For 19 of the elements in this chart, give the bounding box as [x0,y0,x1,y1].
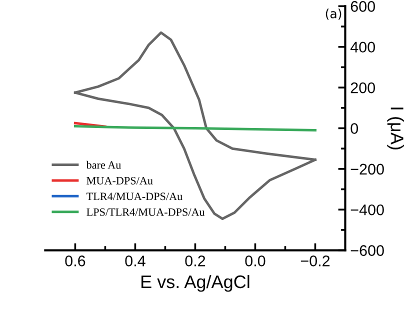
y-tick-label: 0 [350,123,358,134]
x-tick-label: −0.2 [300,256,330,266]
y-tick-label: 200 [350,82,375,94]
y-tick-label: −200 [350,164,384,175]
x-axis-title: E vs. Ag/AgCl [142,274,250,292]
legend-label: LPS/TLR4/MUA-DPS/Au [86,208,205,216]
y-tick-label: −400 [350,204,384,216]
legend-label: TLR4/MUA-DPS/Au [86,192,182,200]
y-tick-label: 400 [350,42,375,53]
x-tick-label: 0.2 [185,256,206,266]
annotation: (a) [326,8,342,20]
legend-label: bare Au [86,160,121,169]
x-tick-label: 0.6 [65,256,86,266]
legend-label: MUA-DPS/Au [86,176,153,184]
y-tick-label: 600 [350,1,375,12]
y-axis-title: I (μA) [387,108,404,150]
x-tick-label: 0.0 [245,256,266,266]
y-tick-label: −600 [350,245,384,256]
x-tick-label: 0.4 [125,256,146,266]
